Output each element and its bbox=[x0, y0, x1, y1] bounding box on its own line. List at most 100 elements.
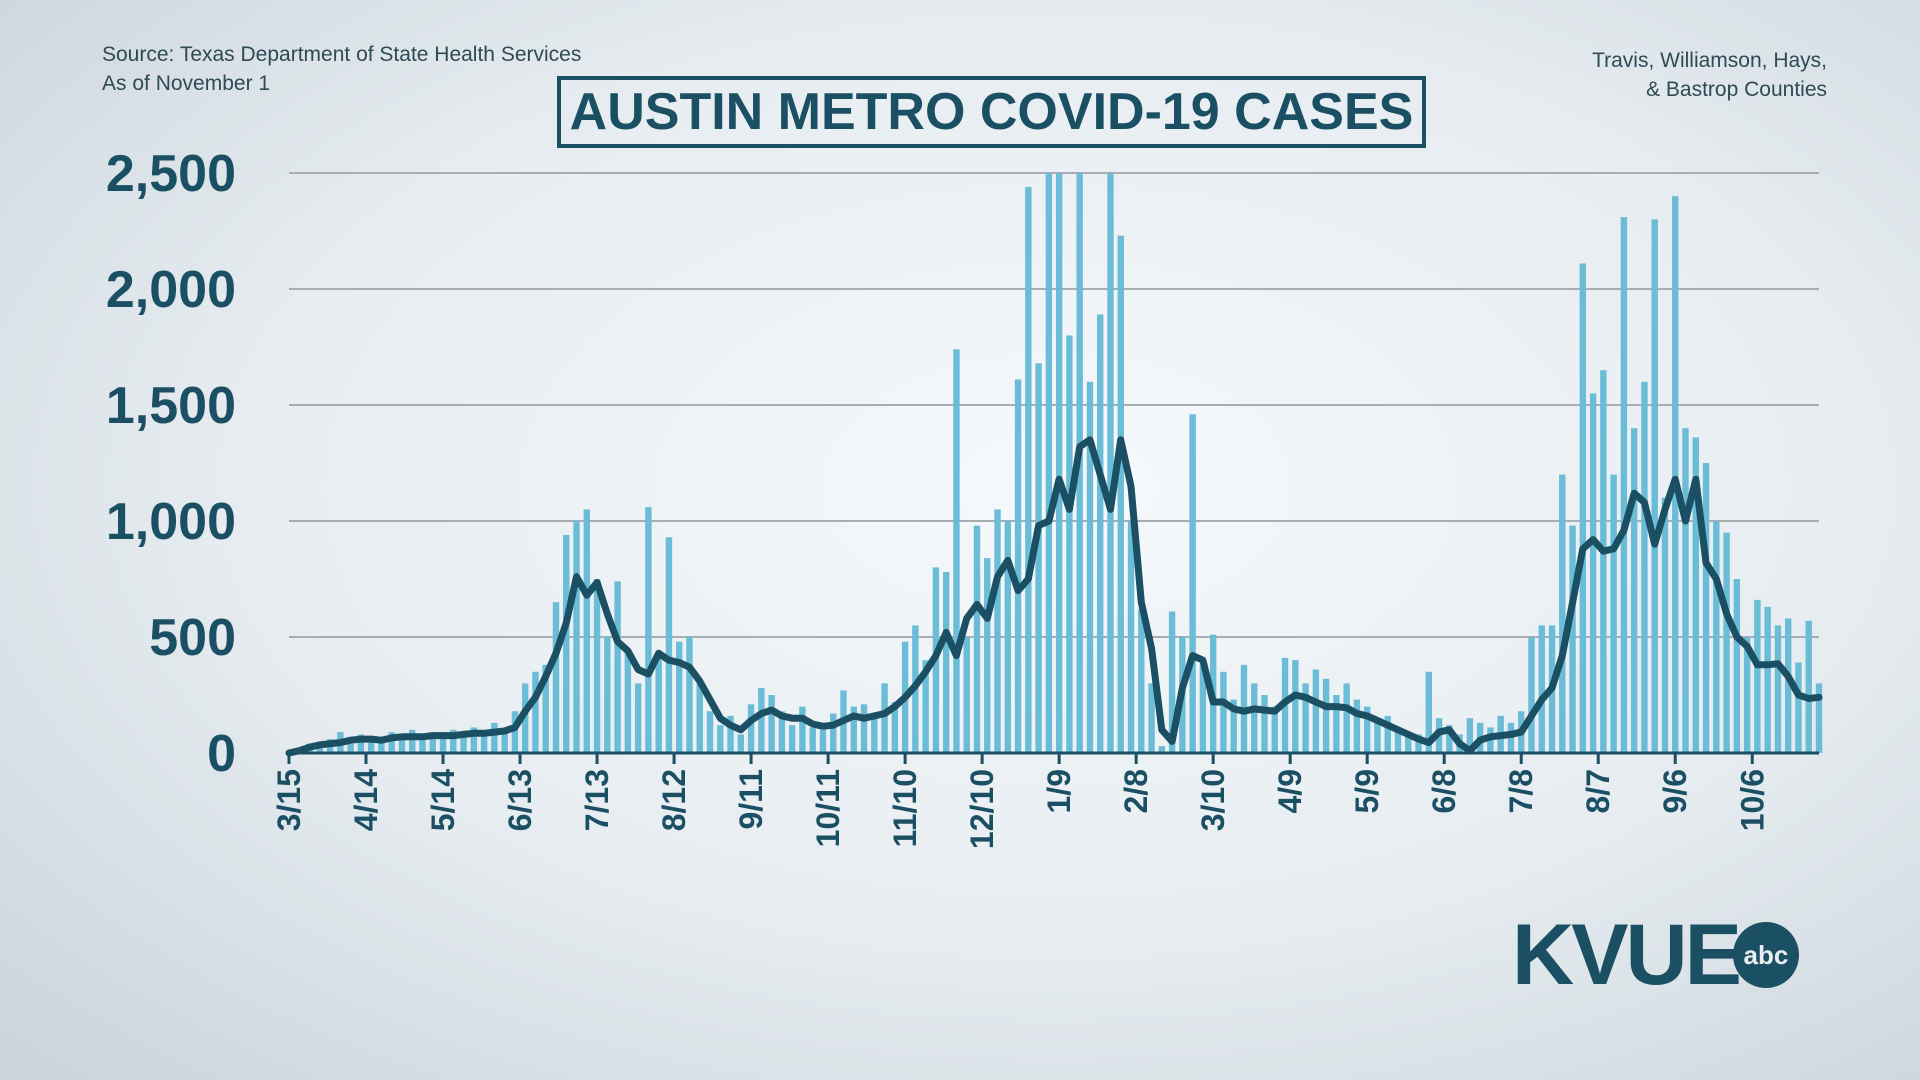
daily-case-bar bbox=[1302, 683, 1309, 753]
daily-case-bar bbox=[922, 660, 929, 753]
x-tick-label: 3/10 bbox=[1195, 769, 1231, 831]
daily-case-bar bbox=[1333, 695, 1340, 753]
daily-case-bar bbox=[799, 706, 806, 753]
daily-case-bar bbox=[614, 581, 621, 753]
daily-case-bar bbox=[1127, 521, 1135, 753]
x-tick-label: 1/9 bbox=[1041, 769, 1077, 813]
daily-case-bar bbox=[573, 521, 580, 753]
daily-case-bar bbox=[1815, 683, 1823, 753]
daily-case-bar bbox=[1086, 381, 1094, 753]
daily-case-bar bbox=[686, 637, 693, 753]
daily-case-bar bbox=[1425, 671, 1432, 753]
seven-day-average-line bbox=[285, 436, 1823, 757]
daily-case-bar bbox=[1220, 671, 1227, 753]
daily-case-bar bbox=[1168, 611, 1176, 753]
daily-case-bar bbox=[1261, 695, 1268, 753]
daily-case-bar bbox=[1353, 699, 1361, 753]
axes bbox=[287, 751, 1819, 764]
x-tick-label: 7/8 bbox=[1503, 769, 1539, 813]
daily-case-bar bbox=[1692, 437, 1699, 753]
daily-case-bar bbox=[419, 739, 426, 753]
x-tick-label: 10/6 bbox=[1734, 769, 1770, 831]
counties-line-1: Travis, Williamson, Hays, bbox=[1592, 49, 1827, 72]
daily-case-bar bbox=[1661, 497, 1669, 753]
source-text: Source: Texas Department of State Health… bbox=[102, 43, 582, 66]
daily-case-bar bbox=[480, 734, 488, 753]
daily-case-bar bbox=[676, 641, 683, 753]
daily-case-bar bbox=[1630, 428, 1638, 753]
daily-case-bar bbox=[1158, 746, 1166, 753]
daily-case-bar bbox=[583, 509, 590, 753]
daily-case-bar bbox=[1405, 732, 1412, 753]
daily-case-bar bbox=[1538, 625, 1545, 753]
daily-case-bar bbox=[429, 732, 436, 753]
daily-case-bar bbox=[439, 734, 447, 753]
daily-case-bar bbox=[963, 637, 970, 753]
daily-case-bar bbox=[645, 507, 652, 753]
daily-case-bar bbox=[1004, 521, 1011, 753]
daily-case-bar bbox=[953, 349, 960, 753]
daily-case-bar bbox=[491, 722, 498, 753]
daily-case-bar bbox=[532, 671, 539, 753]
daily-case-bar bbox=[881, 683, 888, 753]
daily-case-bar bbox=[1507, 722, 1515, 753]
daily-case-bar bbox=[1702, 463, 1710, 753]
daily-case-bar bbox=[1322, 678, 1330, 753]
daily-case-bar bbox=[511, 711, 519, 753]
daily-case-bar bbox=[942, 572, 950, 753]
daily-case-bar bbox=[521, 683, 529, 753]
y-tick-label: 2,000 bbox=[106, 261, 236, 319]
x-tick-label: 8/12 bbox=[656, 769, 692, 831]
daily-case-bar bbox=[1600, 370, 1607, 753]
daily-case-bar bbox=[1097, 314, 1104, 753]
daily-case-bar bbox=[1138, 609, 1145, 753]
daily-case-bar bbox=[347, 743, 354, 753]
daily-case-bar bbox=[1528, 637, 1535, 753]
daily-case-bar bbox=[501, 729, 508, 753]
x-tick-label: 2/8 bbox=[1118, 769, 1154, 813]
daily-case-bar bbox=[891, 701, 899, 753]
daily-case-bar bbox=[994, 509, 1001, 753]
x-tick-label: 10/11 bbox=[810, 769, 846, 847]
daily-case-bar bbox=[563, 534, 570, 753]
abc-badge: abc bbox=[1732, 922, 1799, 988]
daily-case-bar bbox=[1466, 718, 1474, 753]
y-tick-label: 1,000 bbox=[106, 493, 236, 551]
daily-case-bar bbox=[409, 729, 416, 753]
daily-case-bar bbox=[871, 715, 878, 753]
daily-case-bar bbox=[1374, 718, 1381, 753]
daily-case-bar bbox=[655, 655, 662, 753]
daily-case-bars bbox=[285, 173, 1823, 754]
daily-case-bar bbox=[830, 713, 837, 753]
daily-case-bar bbox=[1784, 618, 1792, 753]
daily-case-bar bbox=[1117, 235, 1124, 753]
daily-case-bar bbox=[450, 729, 457, 753]
daily-case-bar bbox=[1713, 521, 1720, 753]
daily-case-bar bbox=[552, 602, 560, 753]
daily-case-bar bbox=[1312, 669, 1320, 753]
daily-case-bar bbox=[1610, 474, 1617, 753]
daily-case-bar bbox=[460, 732, 467, 753]
daily-case-bar bbox=[1446, 725, 1453, 753]
daily-case-bar bbox=[727, 715, 734, 753]
daily-case-bar bbox=[696, 683, 703, 753]
daily-case-bar bbox=[1055, 173, 1063, 753]
daily-case-bar bbox=[1415, 734, 1422, 753]
x-tick-label: 11/10 bbox=[887, 769, 923, 847]
daily-case-bar bbox=[470, 727, 478, 753]
daily-case-bar bbox=[1672, 196, 1679, 753]
kvue-wordmark: KVUE bbox=[1512, 907, 1742, 1003]
x-tick-label: 6/8 bbox=[1426, 769, 1462, 813]
daily-case-bar bbox=[1394, 727, 1402, 753]
daily-case-bar bbox=[1025, 186, 1032, 754]
daily-case-bar bbox=[542, 664, 549, 753]
daily-case-bar bbox=[1795, 662, 1802, 753]
daily-case-bar bbox=[1754, 599, 1761, 753]
y-tick-label: 2,500 bbox=[106, 145, 236, 203]
daily-case-bar bbox=[819, 729, 827, 753]
daily-case-bar bbox=[1251, 683, 1258, 753]
daily-case-bar bbox=[1651, 219, 1658, 753]
daily-case-bar bbox=[357, 734, 365, 753]
daily-case-bar bbox=[984, 558, 991, 753]
x-tick-labels: 3/15 4/14 5/14 6/13 7/13 8/12 9/11 10/11 11/10 12… bbox=[271, 769, 1770, 849]
